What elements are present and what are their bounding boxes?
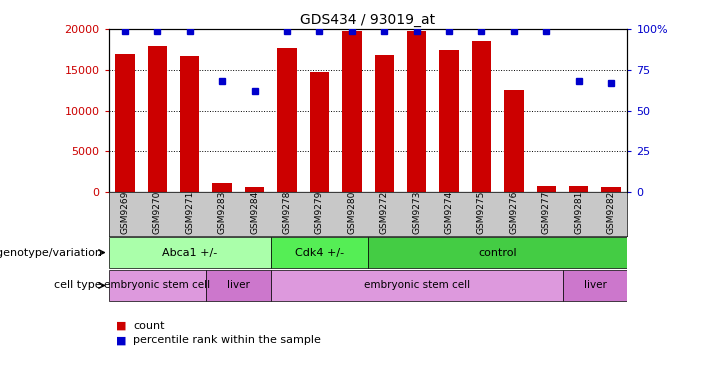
Bar <box>601 187 621 192</box>
Text: control: control <box>478 247 517 258</box>
Bar <box>115 54 135 192</box>
Text: embryonic stem cell: embryonic stem cell <box>104 280 210 291</box>
Bar <box>271 270 562 301</box>
Text: Cdk4 +/-: Cdk4 +/- <box>295 247 344 258</box>
Bar <box>472 41 491 192</box>
Text: ■: ■ <box>116 335 126 346</box>
Bar <box>440 50 458 192</box>
Bar <box>147 46 167 192</box>
Title: GDS434 / 93019_at: GDS434 / 93019_at <box>301 13 435 27</box>
Bar <box>562 270 627 301</box>
Bar <box>368 237 627 268</box>
Bar <box>212 183 232 192</box>
Bar <box>407 31 426 192</box>
Bar <box>109 237 271 268</box>
Bar <box>180 56 199 192</box>
Text: count: count <box>133 321 165 331</box>
Bar <box>271 237 368 268</box>
Bar <box>342 31 362 192</box>
Text: percentile rank within the sample: percentile rank within the sample <box>133 335 321 346</box>
Text: liver: liver <box>583 280 606 291</box>
Text: genotype/variation: genotype/variation <box>0 247 105 258</box>
Bar <box>278 48 297 192</box>
Bar <box>569 186 589 192</box>
Text: cell type: cell type <box>54 280 105 291</box>
Bar <box>374 55 394 192</box>
Bar <box>109 270 206 301</box>
Text: Abca1 +/-: Abca1 +/- <box>162 247 217 258</box>
Text: embryonic stem cell: embryonic stem cell <box>364 280 470 291</box>
Bar <box>310 72 329 192</box>
Bar <box>537 186 556 192</box>
Bar <box>504 90 524 192</box>
Text: ■: ■ <box>116 321 126 331</box>
Bar <box>206 270 271 301</box>
Text: liver: liver <box>227 280 250 291</box>
Bar <box>245 187 264 192</box>
